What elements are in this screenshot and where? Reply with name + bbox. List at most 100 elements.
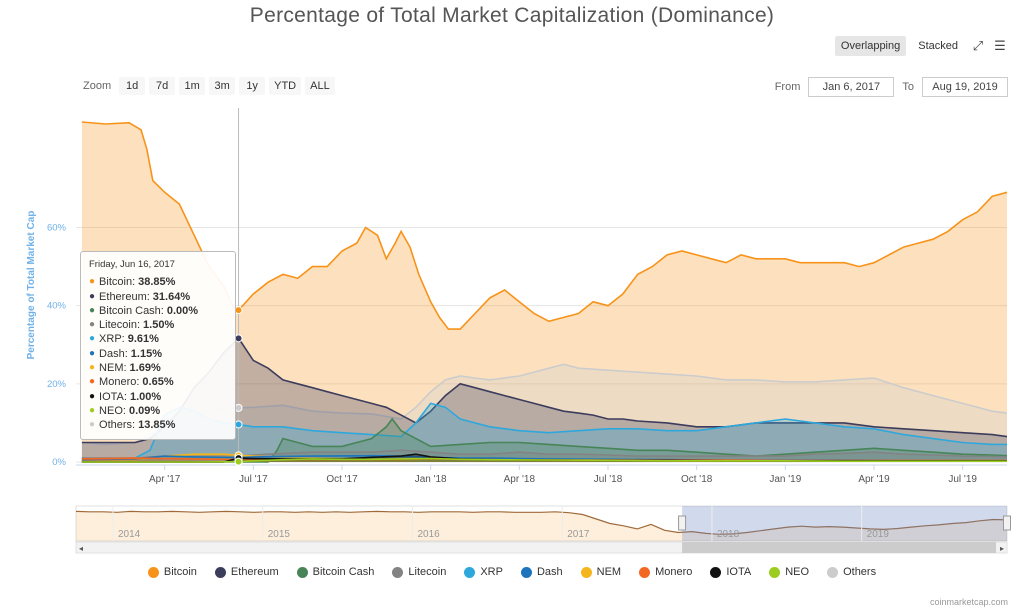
tooltip-dot-icon: ● [89, 390, 96, 402]
zoom-3m-button[interactable]: 3m [209, 77, 236, 95]
navigator-selection[interactable] [682, 506, 1007, 541]
y-axis-label: Percentage of Total Market Cap [26, 211, 37, 360]
legend-label: Ethereum [230, 566, 279, 578]
from-date-input[interactable]: Jan 6, 2017 [808, 77, 895, 97]
tooltip-row-xrp: ● XRP: 9.61% [89, 332, 227, 346]
area-bitcoin-cash [81, 419, 1007, 462]
legend-dot-icon [827, 566, 839, 578]
x-tick-label: Jul '18 [594, 474, 623, 485]
navigator[interactable]: 2014 2015 2016 2017 2018 2019 ◂ ▸ [75, 505, 1011, 554]
navigator-year-label: 2019 [867, 529, 890, 540]
legend-item-others[interactable]: Others [827, 566, 876, 578]
tooltip-dot-icon: ● [89, 290, 96, 302]
expand-icon[interactable]: ⤢ [972, 38, 984, 53]
tooltip-series-value: 0.65% [142, 376, 174, 389]
tooltip-dot-icon: ● [89, 419, 96, 431]
tooltip-row-litecoin: ● Litecoin: 1.50% [89, 318, 227, 332]
credits[interactable]: coinmarketcap.com [929, 597, 1008, 607]
legend-item-xrp[interactable]: XRP [464, 566, 503, 578]
tooltip-series-value: 1.15% [130, 347, 162, 360]
legend-item-ethereum[interactable]: Ethereum [214, 566, 279, 578]
marker-others [234, 403, 243, 412]
tooltip-series-name: IOTA: [99, 390, 127, 403]
x-tick-label: Oct '17 [326, 474, 358, 485]
marker-ethereum [234, 334, 243, 343]
navigator-handle-left[interactable] [678, 515, 687, 531]
tooltip-series-value: 1.69% [129, 362, 161, 375]
legend-label: XRP [480, 566, 503, 578]
tooltip-dot-icon: ● [89, 319, 96, 331]
area-others [81, 364, 1007, 462]
zoom-1m-button[interactable]: 1m [179, 77, 206, 95]
tooltip-series-name: Dash: [99, 347, 128, 360]
x-tick-label: Apr '19 [858, 474, 890, 485]
navigator-line [75, 510, 1008, 535]
to-date-input[interactable]: Aug 19, 2019 [922, 77, 1008, 97]
zoom-7d-button[interactable]: 7d [149, 77, 176, 95]
tooltip-series-value: 1.00% [129, 390, 162, 403]
legend-label: IOTA [726, 566, 752, 578]
tooltip-row-others: ● Others: 13.85% [89, 418, 227, 432]
legend-item-dash[interactable]: Dash [520, 566, 563, 578]
tooltip-series-name: Litecoin: [99, 319, 141, 332]
zoom-1d-button[interactable]: 1d [119, 77, 146, 95]
legend-item-monero[interactable]: Monero [639, 566, 692, 578]
area-iota [81, 454, 1007, 462]
tooltip-row-iota: ● IOTA: 1.00% [89, 390, 227, 404]
legend-item-iota[interactable]: IOTA [710, 566, 751, 578]
y-tick-label: 40% [47, 301, 67, 312]
navigator-year-label: 2017 [567, 529, 590, 540]
navigator-year-label: 2016 [417, 529, 440, 540]
x-axis-ticks: Apr '17 Jul '17 Oct '17 Jan '18 Apr '18 Jul '… [149, 465, 977, 485]
legend-item-bitcoin-cash[interactable]: Bitcoin Cash [296, 566, 374, 578]
legend-label: Monero [655, 566, 693, 578]
view-toggle: Overlapping Stacked ⤢ ☰ [834, 36, 1008, 56]
tooltip-date: Friday, Jun 16, 2017 [89, 259, 175, 270]
zoom-all-button[interactable]: ALL [305, 77, 335, 95]
tooltip-dot-icon: ● [89, 362, 96, 374]
tooltip-series-name: Monero: [99, 376, 140, 389]
tooltip-row-dash: ● Dash: 1.15% [89, 347, 227, 361]
stacked-button[interactable]: Stacked [918, 40, 958, 52]
legend-dot-icon [580, 566, 592, 578]
x-tick-label: Jul '19 [948, 474, 977, 485]
legend-dot-icon [296, 566, 308, 578]
legend-label: Bitcoin [163, 566, 197, 578]
tooltip-row-bitcoin: ● Bitcoin: 38.85% [89, 275, 227, 289]
navigator-year-label: 2014 [118, 529, 141, 540]
scroll-right-icon[interactable]: ▸ [1000, 544, 1004, 553]
legend-item-bitcoin[interactable]: Bitcoin [147, 566, 197, 578]
area-bitcoin [81, 122, 1007, 462]
legend-label: NEM [596, 566, 622, 578]
navigator-handle-right[interactable] [1003, 515, 1011, 531]
legend-label: NEO [785, 566, 810, 578]
tooltip-dot-icon: ● [89, 347, 96, 359]
overlapping-button[interactable]: Overlapping [834, 36, 907, 56]
legend-item-litecoin[interactable]: Litecoin [392, 566, 446, 578]
line-litecoin [81, 449, 1008, 459]
tooltip-series-name: Others: [99, 419, 136, 432]
scroll-left-icon[interactable]: ◂ [79, 544, 83, 553]
zoom-ytd-button[interactable]: YTD [269, 77, 302, 95]
marker-neo [234, 457, 243, 466]
x-tick-label: Apr '18 [504, 474, 536, 485]
legend-item-neo[interactable]: NEO [769, 566, 809, 578]
line-neo [81, 457, 1007, 463]
tooltip-series-name: Bitcoin: [99, 276, 136, 289]
tooltip-dot-icon: ● [89, 333, 96, 345]
scrollbar-thumb[interactable] [682, 542, 996, 553]
tooltip-series-value: 9.61% [127, 333, 159, 346]
tooltip-series-value: 0.00% [166, 304, 199, 317]
series-areas [81, 121, 1008, 463]
from-label: From [774, 81, 801, 93]
tooltip: Friday, Jun 16, 2017 ● Bitcoin: 38.85% ● Eth… [80, 251, 236, 440]
marker-bitcoin [234, 306, 243, 315]
tooltip-series-name: NEO: [99, 404, 126, 417]
tooltip-series-value: 13.85% [138, 419, 176, 432]
legend-item-nem[interactable]: NEM [580, 566, 622, 578]
menu-icon[interactable]: ☰ [994, 38, 1006, 53]
tooltip-series-name: Ethereum: [99, 290, 150, 303]
scrollbar-track[interactable] [75, 541, 1008, 554]
zoom-1y-button[interactable]: 1y [239, 77, 266, 95]
